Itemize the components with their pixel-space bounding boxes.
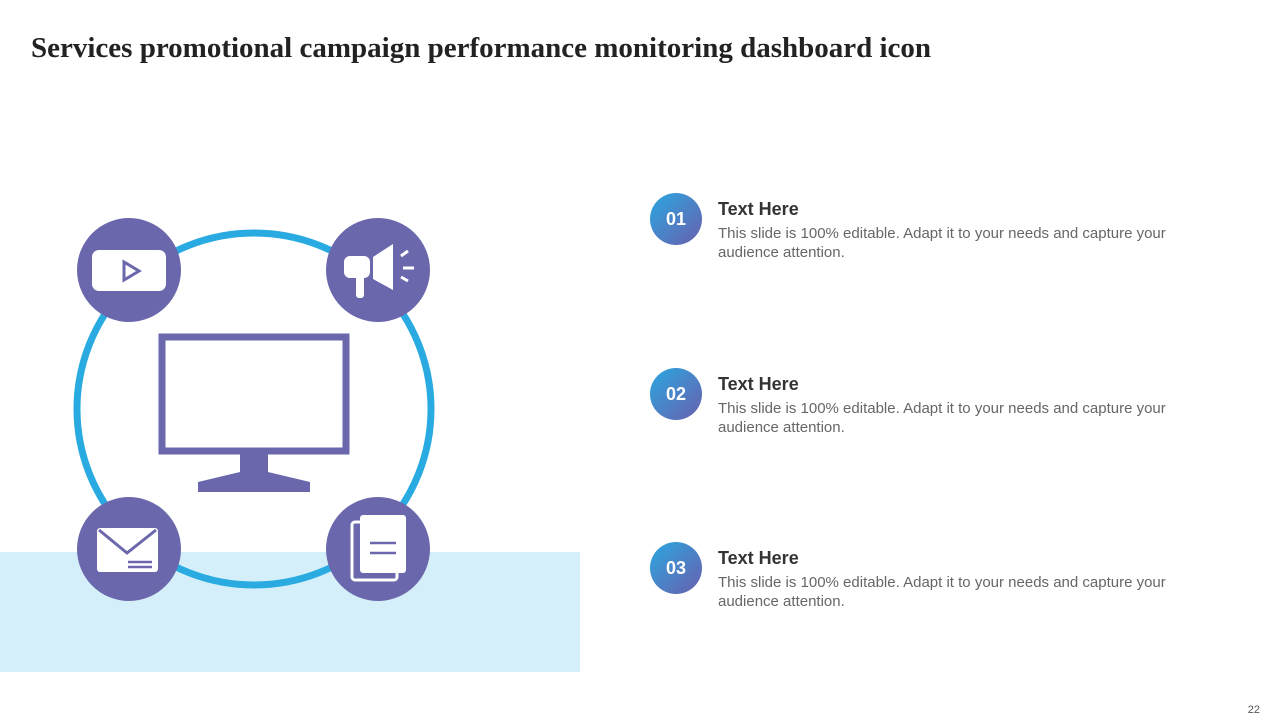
- video-play-icon: [77, 218, 181, 322]
- envelope-icon: [77, 497, 181, 601]
- monitor-icon: [158, 333, 350, 492]
- item-text: This slide is 100% editable. Adapt it to…: [718, 574, 1166, 610]
- number-badge: 01: [650, 193, 702, 245]
- dashboard-graphic: [73, 218, 435, 601]
- page-title: Services promotional campaign performanc…: [31, 32, 932, 64]
- item-text: This slide is 100% editable. Adapt it to…: [718, 225, 1166, 261]
- item-text: This slide is 100% editable. Adapt it to…: [718, 400, 1166, 436]
- item-heading: Text Here: [718, 374, 799, 394]
- page-number: 22: [1247, 704, 1260, 716]
- megaphone-icon: [326, 218, 430, 322]
- item-heading: Text Here: [718, 548, 799, 568]
- ring: [73, 229, 435, 589]
- number-badge: 03: [650, 542, 702, 594]
- number-badge: 02: [650, 368, 702, 420]
- documents-icon: [326, 497, 430, 601]
- item-heading: Text Here: [718, 199, 799, 219]
